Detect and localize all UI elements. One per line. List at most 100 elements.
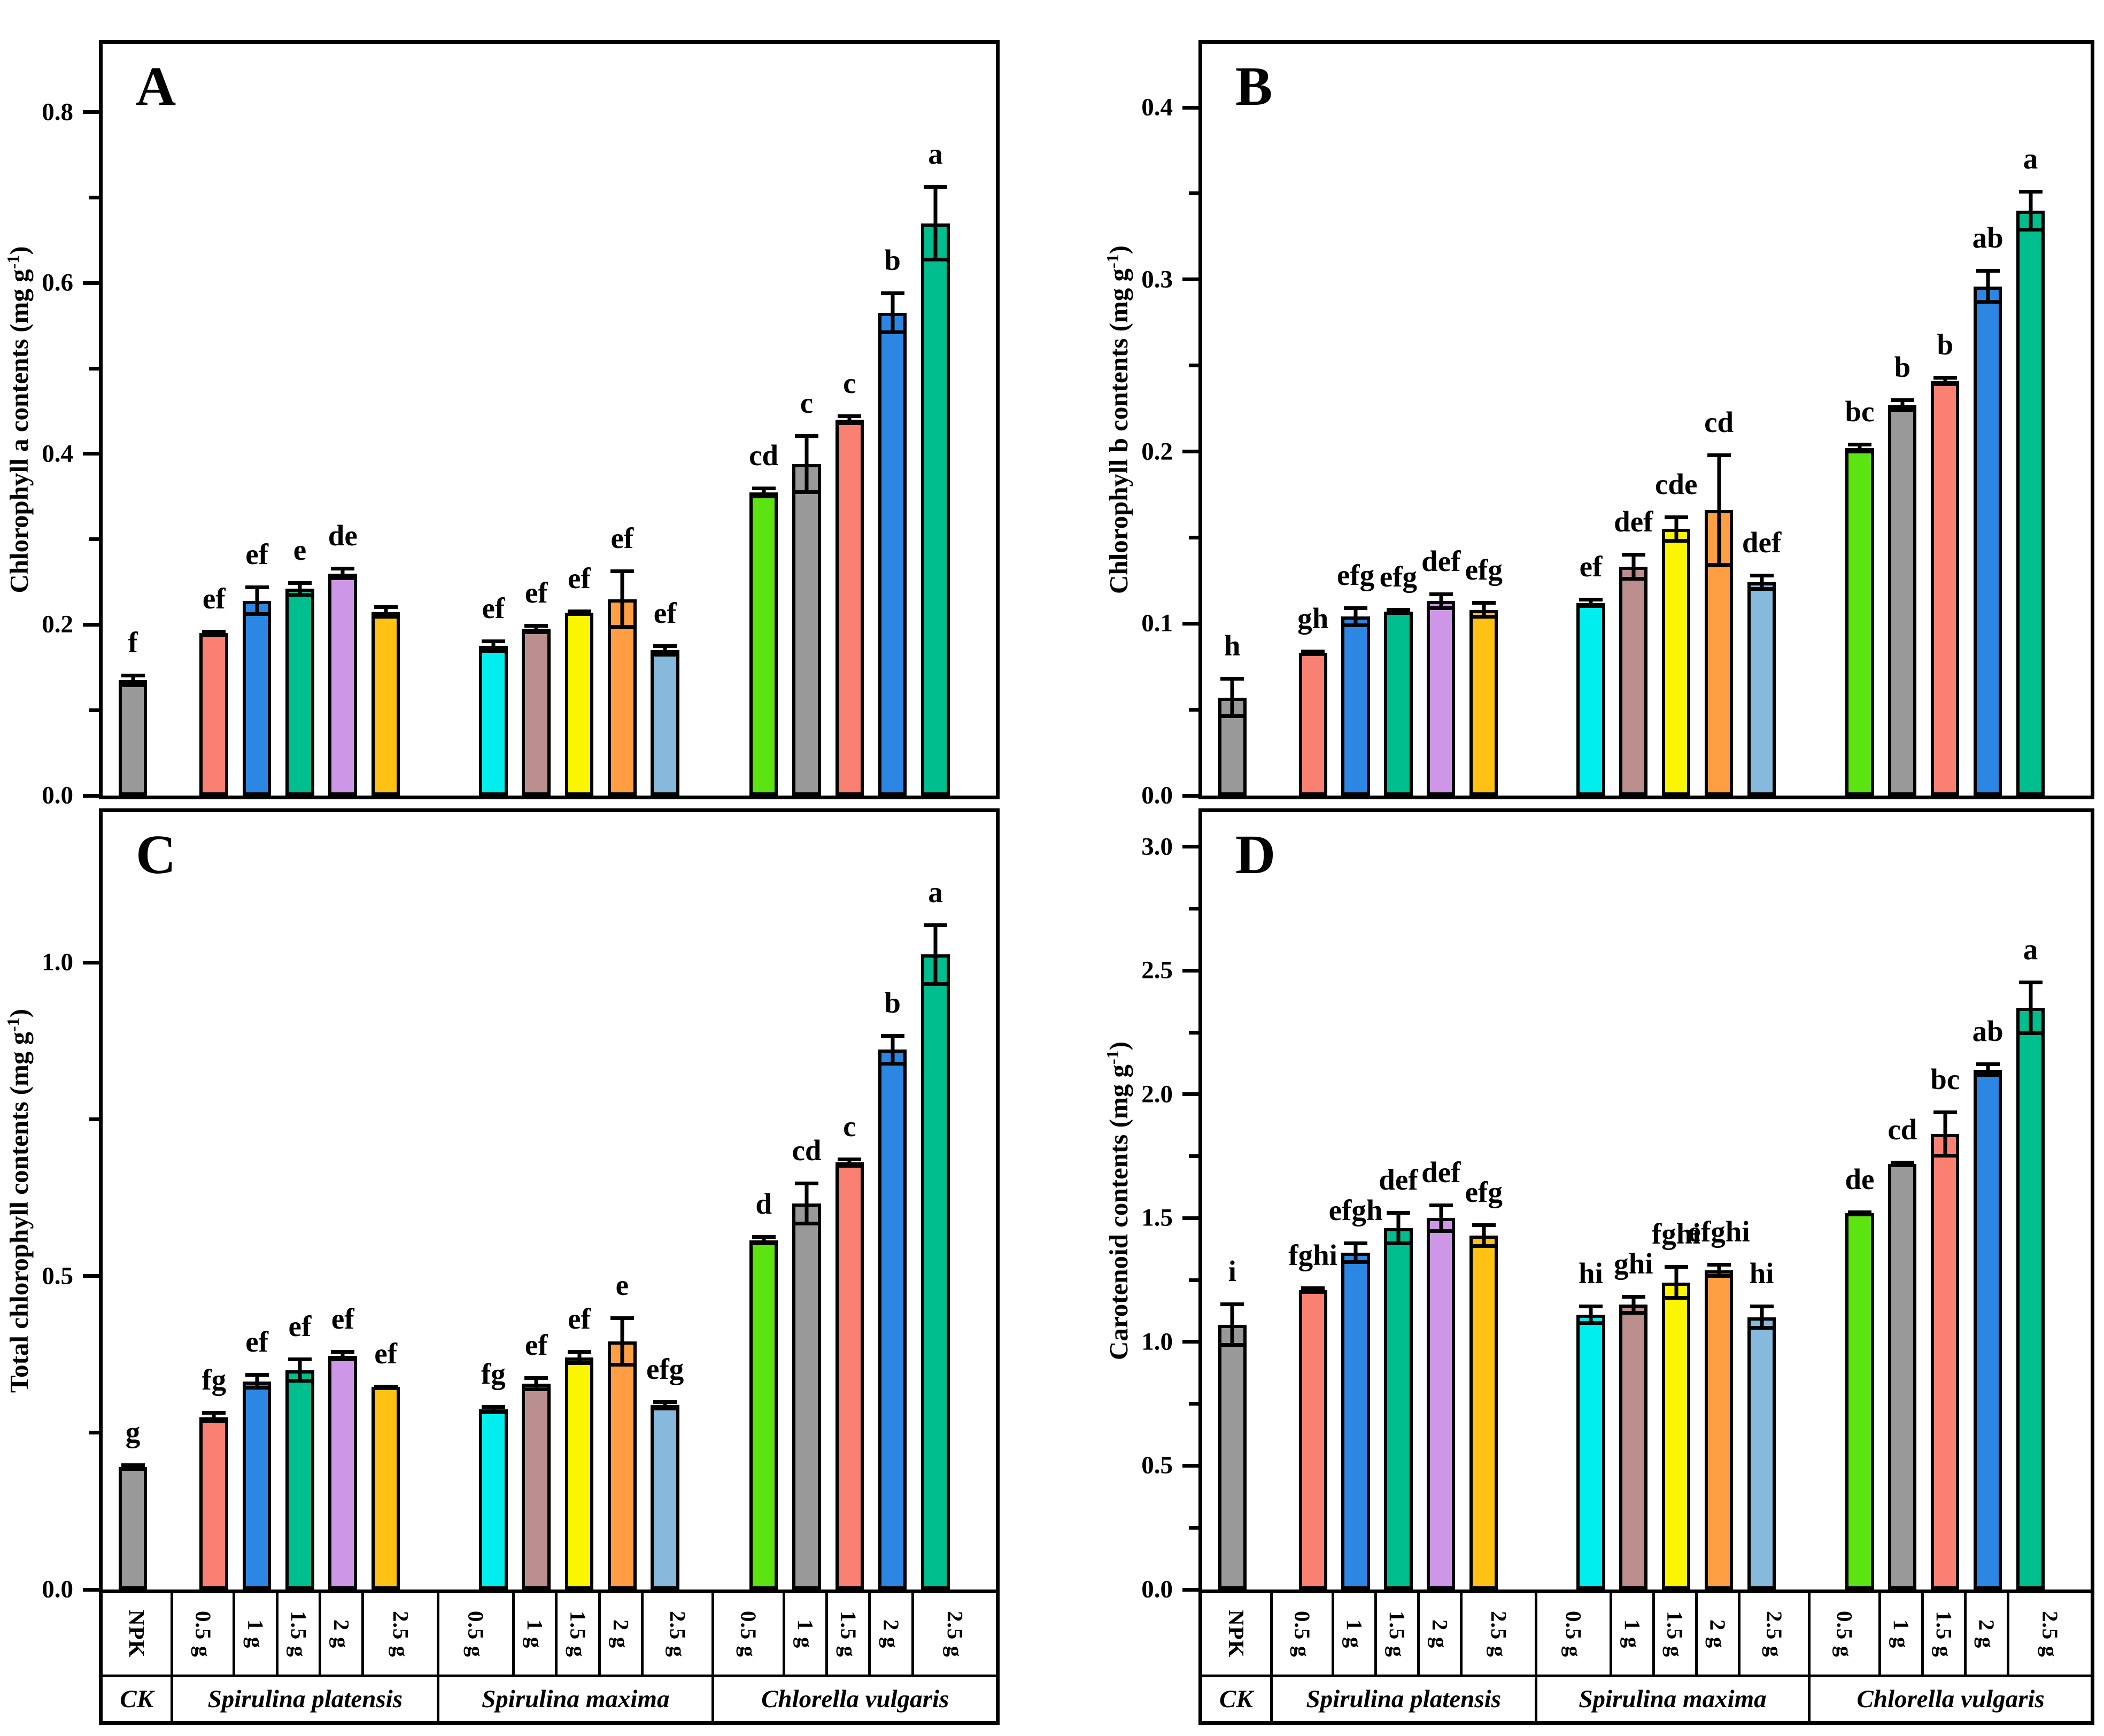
bar-a-2 (242, 600, 272, 796)
error-bar-whisker (1631, 553, 1636, 581)
error-bar-cap-top (1750, 573, 1774, 577)
error-bar-cap-bottom (1621, 576, 1645, 581)
error-bar-cap-top (567, 1350, 591, 1354)
significance-letter: bc (1930, 1062, 1960, 1095)
panel-a-plot: A 0.0 0.2 0.4 0.6 0.8 Chlorophyll a contents (… (3, 40, 1000, 808)
bar-d-9 (1704, 1270, 1734, 1590)
error-bar-cap-top (1579, 598, 1603, 601)
error-bar-cap-bottom (567, 612, 591, 616)
significance-letter: e (615, 1268, 629, 1301)
error-bar-cap-top (1386, 608, 1410, 612)
bar-c-11 (749, 1240, 778, 1590)
dose-cell: 0.5 g (173, 1593, 236, 1675)
bar-c-9 (608, 1341, 637, 1590)
error-bar-whisker (805, 1181, 809, 1225)
error-bar-whisker (1396, 1210, 1401, 1246)
error-bar-cap-top (2018, 980, 2043, 984)
error-bar-whisker (805, 434, 809, 494)
y-tick-label: 2.5 (1141, 956, 1173, 984)
dose-label: NPK (1224, 1610, 1249, 1658)
significance-letter: efghi (1688, 1215, 1750, 1248)
error-bar-cap-top (880, 291, 904, 296)
bar-a-5 (371, 612, 400, 796)
dose-cell: 2 g (1698, 1593, 1741, 1675)
species-cell: Spirulina maxima (439, 1677, 715, 1721)
significance-letter: a (928, 875, 943, 908)
bar-c-8 (564, 1357, 594, 1590)
error-bar-cap-bottom (1847, 449, 1871, 453)
error-bar-cap-bottom (121, 683, 145, 688)
species-cell: CK (1202, 1677, 1273, 1721)
species-label: CK (1219, 1685, 1253, 1713)
bar-a-0 (118, 680, 148, 796)
y-axis-unit-exponent: -1 (1102, 254, 1122, 269)
bar-b-3 (1384, 611, 1413, 796)
error-bar-cap-bottom (880, 1061, 904, 1066)
error-bar-cap-bottom (1707, 563, 1731, 567)
y-axis-unit-exponent: -1 (1102, 1050, 1122, 1064)
bar-c-10 (651, 1405, 679, 1590)
bar-a-1 (199, 633, 229, 796)
y-major-tick (83, 1274, 99, 1278)
error-bar-cap-top (752, 1235, 776, 1239)
error-bar-cap-bottom (1344, 623, 1368, 627)
error-bar-cap-top (1429, 1203, 1453, 1207)
significance-letter: b (1937, 328, 1954, 361)
error-bar-cap-bottom (653, 652, 677, 657)
y-major-tick (1182, 845, 1198, 849)
error-bar-cap-top (245, 585, 269, 589)
error-bar-cap-top (1621, 553, 1645, 557)
significance-letter: cde (1655, 467, 1698, 500)
panel-b-plot: B 0.0 0.1 0.2 0.3 0.4 Chlorophyll b contents (… (1103, 40, 2094, 808)
significance-letter: c (843, 367, 856, 400)
bar-a-7 (522, 629, 551, 796)
bar-d-11 (1845, 1213, 1874, 1590)
error-bar-cap-top (245, 1373, 269, 1377)
dose-cell: 2 g (321, 1593, 365, 1675)
y-tick-label: 0.2 (1141, 437, 1173, 466)
significance-letter: ghi (1614, 1247, 1653, 1280)
significance-letter: ef (1579, 550, 1603, 583)
significance-letter: cd (1704, 405, 1734, 438)
significance-letter: efg (1465, 553, 1503, 587)
bar-a-6 (479, 646, 508, 796)
significance-letter: ef (374, 1337, 397, 1370)
significance-letter: g (125, 1416, 141, 1449)
panel-letter-a: A (136, 56, 176, 117)
significance-letter: bc (1845, 395, 1875, 428)
bar-c-12 (792, 1203, 821, 1590)
error-bar-cap-bottom (1621, 1311, 1645, 1315)
y-major-tick (83, 452, 99, 456)
significance-letter: cd (749, 438, 779, 472)
dose-label: 2 g (1705, 1619, 1730, 1649)
significance-letter: fg (481, 1357, 506, 1391)
error-bar-cap-bottom (1890, 408, 1914, 412)
error-bar-cap-top (880, 1034, 904, 1038)
error-bar-whisker (847, 414, 852, 425)
dose-cell: 2.5 g (1463, 1593, 1537, 1675)
bar-b-12 (1888, 405, 1917, 796)
error-bar-cap-bottom (1707, 1274, 1731, 1278)
error-bar-cap-bottom (288, 1379, 312, 1383)
bar-d-3 (1384, 1228, 1413, 1590)
y-axis-unit-post: ) (4, 246, 34, 255)
y-tick-label: 1.5 (1141, 1203, 1173, 1232)
error-bar-cap-top (1750, 1305, 1774, 1309)
y-major-tick (1182, 1587, 1198, 1592)
y-minor-tick (1189, 535, 1198, 539)
significance-letter: ab (1972, 1014, 2004, 1047)
y-tick-label: 0.5 (42, 1262, 73, 1290)
significance-letter: gh (1297, 601, 1329, 635)
significance-letter: a (928, 137, 943, 170)
y-axis-unit-post: ) (1104, 245, 1134, 254)
y-major-tick (83, 1587, 99, 1592)
error-bar-cap-top (794, 1181, 818, 1185)
panel-letter-c: C (136, 824, 176, 885)
y-axis-title: Chlorophyll b contents (mg g-1) (1102, 245, 1134, 594)
y-tick-label: 0.2 (42, 610, 73, 638)
error-bar-cap-bottom (1664, 539, 1688, 543)
significance-letter: def (1742, 526, 1782, 559)
bar-d-2 (1341, 1253, 1370, 1590)
error-bar-cap-top (1707, 1262, 1731, 1267)
bar-d-1 (1298, 1290, 1327, 1590)
